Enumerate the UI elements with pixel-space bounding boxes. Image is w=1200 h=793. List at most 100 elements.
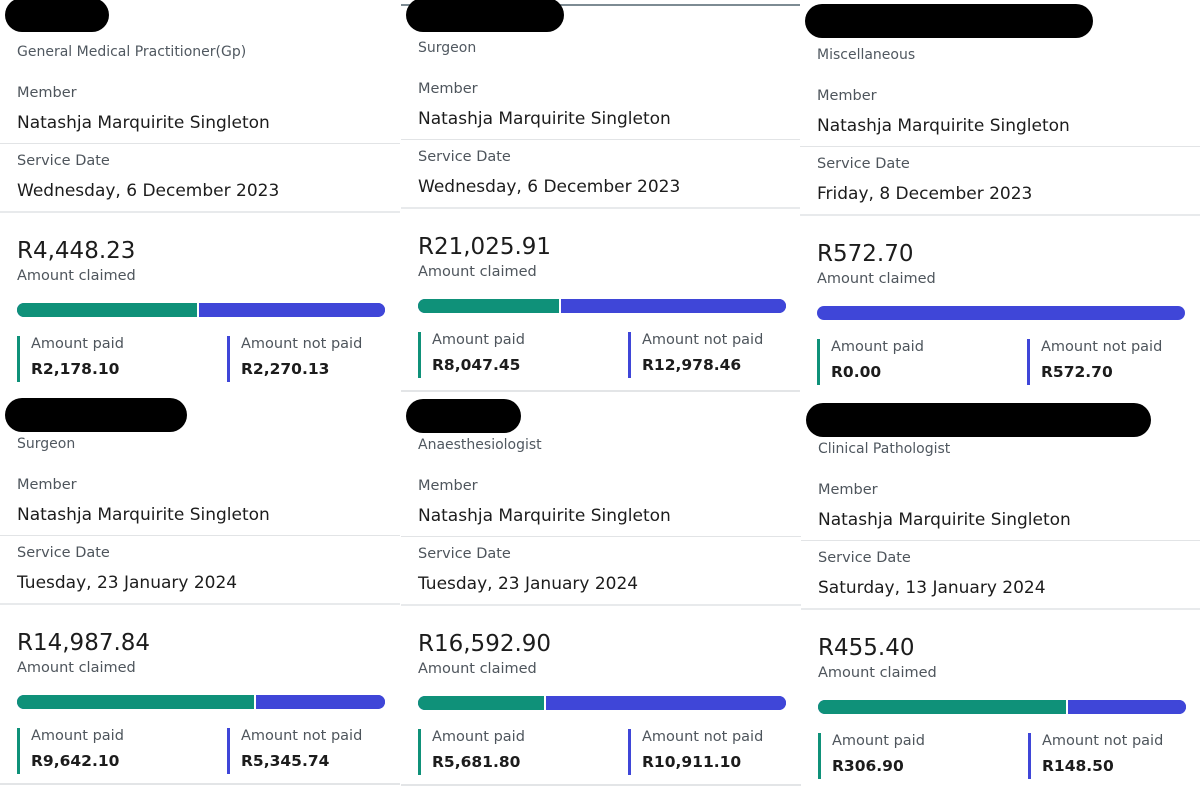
amount-paid-label: Amount paid (432, 332, 525, 348)
amount-not-paid-legend: Amount not paid R12,978.46 (628, 332, 763, 378)
amount-not-paid-label: Amount not paid (241, 336, 363, 352)
provider-type: General Medical Practitioner(Gp) (17, 44, 247, 60)
segment-separator (197, 303, 200, 317)
member-name: Natashja Marquirite Singleton (818, 510, 1071, 530)
divider (800, 214, 1200, 216)
amount-claimed-value: R4,448.23 (17, 238, 136, 264)
claim-card[interactable]: General Medical Practitioner(Gp) Member … (0, 0, 400, 396)
service-date-value: Tuesday, 23 January 2024 (418, 574, 639, 594)
claim-card[interactable]: Clinical Pathologist Member Natashja Mar… (801, 397, 1200, 790)
segment-separator (558, 299, 561, 313)
amount-claimed-value: R455.40 (818, 635, 915, 661)
divider (0, 143, 400, 144)
not-paid-segment (1068, 700, 1186, 714)
member-label: Member (418, 81, 478, 97)
amount-not-paid-label: Amount not paid (1041, 339, 1163, 355)
amount-not-paid-value: R12,978.46 (642, 356, 742, 374)
amount-not-paid-label: Amount not paid (241, 728, 363, 744)
member-name: Natashja Marquirite Singleton (418, 506, 671, 526)
member-label: Member (817, 88, 877, 104)
amount-claimed-label: Amount claimed (418, 264, 537, 280)
member-name: Natashja Marquirite Singleton (418, 109, 671, 129)
paid-segment (17, 695, 254, 709)
amount-paid-label: Amount paid (31, 728, 124, 744)
divider (0, 211, 400, 213)
member-label: Member (17, 477, 77, 493)
not-paid-segment (545, 696, 786, 710)
amount-paid-legend: Amount paid R8,047.45 (418, 332, 525, 378)
amount-not-paid-legend: Amount not paid R2,270.13 (227, 336, 362, 382)
segment-separator (543, 696, 546, 710)
card-bottom-border (401, 784, 801, 786)
amount-paid-label: Amount paid (831, 339, 924, 355)
service-date-value: Tuesday, 23 January 2024 (17, 573, 238, 593)
member-label: Member (818, 482, 878, 498)
amount-claimed-label: Amount claimed (818, 665, 937, 681)
amount-not-paid-value: R5,345.74 (241, 752, 330, 770)
amount-paid-label: Amount paid (832, 733, 925, 749)
amount-paid-legend: Amount paid R5,681.80 (418, 729, 525, 775)
amount-claimed-label: Amount claimed (17, 268, 136, 284)
segment-separator (253, 695, 256, 709)
claim-card[interactable]: Anaesthesiologist Member Natashja Marqui… (401, 393, 801, 786)
segment-separator (1066, 700, 1069, 714)
divider (0, 535, 400, 536)
service-date-value: Wednesday, 6 December 2023 (418, 177, 681, 197)
amount-paid-legend: Amount paid R2,178.10 (17, 336, 124, 382)
amount-paid-legend: Amount paid R9,642.10 (17, 728, 124, 774)
payment-progress-bar (818, 700, 1186, 714)
service-date-label: Service Date (418, 546, 511, 562)
member-label: Member (418, 478, 478, 494)
amount-claimed-value: R572.70 (817, 241, 914, 267)
provider-type: Surgeon (418, 40, 477, 56)
payment-progress-bar (17, 695, 385, 709)
amount-not-paid-value: R572.70 (1041, 363, 1113, 381)
paid-segment (418, 696, 544, 710)
amount-claimed-label: Amount claimed (418, 661, 537, 677)
provider-type: Surgeon (17, 436, 76, 452)
member-name: Natashja Marquirite Singleton (17, 505, 270, 525)
service-date-label: Service Date (17, 545, 110, 561)
amount-claimed-value: R14,987.84 (17, 630, 151, 656)
amount-not-paid-legend: Amount not paid R572.70 (1027, 339, 1162, 385)
divider (801, 608, 1200, 610)
amount-claimed-label: Amount claimed (817, 271, 936, 287)
amount-not-paid-legend: Amount not paid R5,345.74 (227, 728, 362, 774)
amount-claimed-value: R21,025.91 (418, 234, 552, 260)
card-bottom-border (0, 783, 400, 785)
service-date-value: Friday, 8 December 2023 (817, 184, 1033, 204)
service-date-value: Wednesday, 6 December 2023 (17, 181, 280, 201)
service-date-label: Service Date (17, 153, 110, 169)
card-top-border (401, 4, 801, 6)
amount-not-paid-value: R148.50 (1042, 757, 1114, 775)
not-paid-segment (199, 303, 385, 317)
amount-paid-value: R2,178.10 (31, 360, 120, 378)
divider (401, 207, 801, 209)
provider-type: Clinical Pathologist (818, 441, 951, 457)
service-date-label: Service Date (418, 149, 511, 165)
payment-progress-bar (817, 306, 1185, 320)
divider (401, 536, 801, 537)
redacted-name (805, 4, 1093, 38)
service-date-label: Service Date (818, 550, 911, 566)
amount-not-paid-label: Amount not paid (642, 729, 764, 745)
redacted-name (406, 0, 564, 32)
claim-card[interactable]: Surgeon Member Natashja Marquirite Singl… (401, 0, 801, 392)
claim-card[interactable]: Surgeon Member Natashja Marquirite Singl… (0, 392, 400, 785)
divider (801, 540, 1200, 541)
amount-paid-value: R5,681.80 (432, 753, 521, 771)
redacted-name (5, 398, 187, 432)
redacted-name (406, 399, 521, 433)
amount-claimed-value: R16,592.90 (418, 631, 552, 657)
member-label: Member (17, 85, 77, 101)
provider-type: Miscellaneous (817, 47, 916, 63)
not-paid-segment (817, 306, 1185, 320)
amount-paid-value: R9,642.10 (31, 752, 120, 770)
service-date-value: Saturday, 13 January 2024 (818, 578, 1046, 598)
amount-not-paid-label: Amount not paid (1042, 733, 1164, 749)
claim-card[interactable]: Miscellaneous Member Natashja Marquirite… (800, 3, 1200, 399)
divider (401, 139, 801, 140)
member-name: Natashja Marquirite Singleton (817, 116, 1070, 136)
amount-paid-label: Amount paid (432, 729, 525, 745)
